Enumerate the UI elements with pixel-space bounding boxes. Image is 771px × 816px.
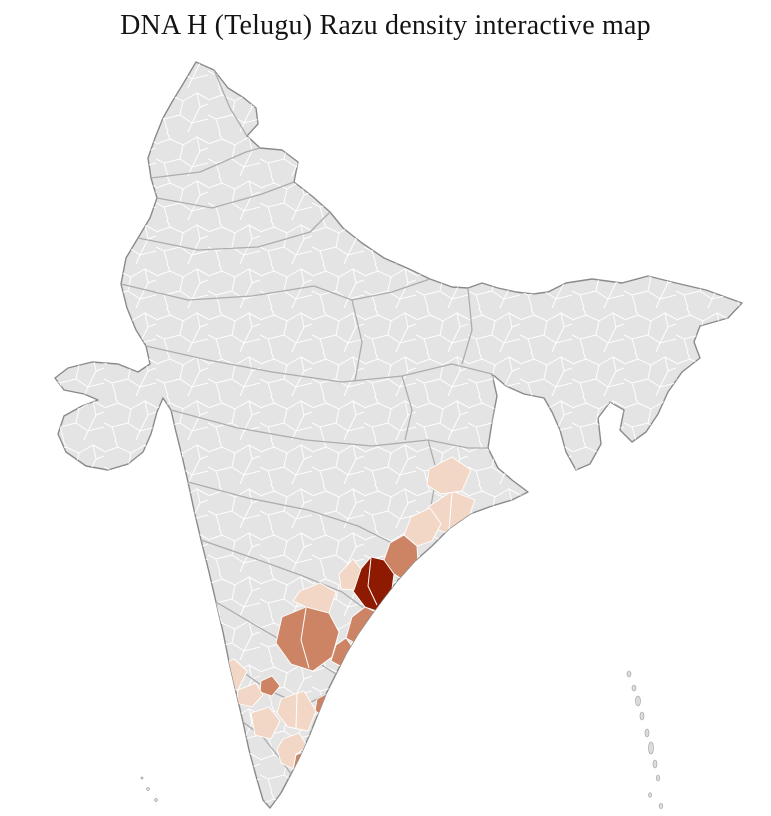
andaman-nicobar-islands[interactable]	[626, 670, 664, 809]
shaded-gray-district[interactable]	[514, 440, 541, 471]
density-region-light[interactable]	[338, 558, 362, 591]
lakshadweep-islands[interactable]	[140, 776, 158, 802]
density-region-light[interactable]	[426, 456, 472, 495]
density-region-light[interactable]	[403, 507, 442, 547]
density-region-light[interactable]	[276, 732, 309, 770]
page-title: DNA H (Telugu) Razu density interactive …	[120, 10, 651, 41]
district-inner-borders	[295, 491, 453, 729]
district-boundaries-grid	[55, 62, 742, 808]
density-region-light[interactable]	[250, 706, 281, 740]
density-region-light[interactable]	[217, 704, 238, 729]
density-region-light[interactable]	[292, 582, 337, 614]
